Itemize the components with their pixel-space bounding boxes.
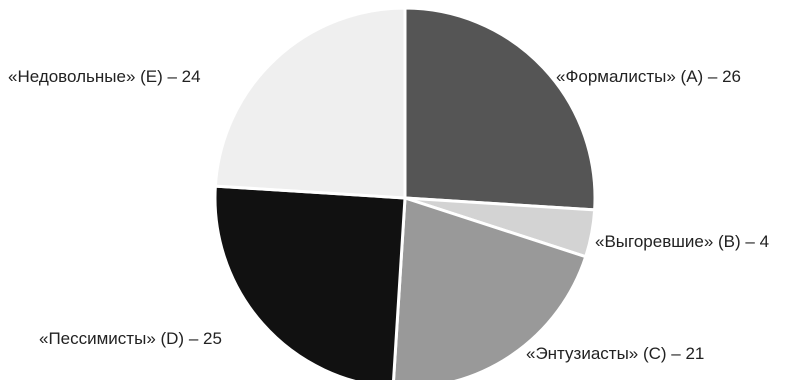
pie-slice-formalists [403,6,597,212]
slice-label-dissatisfied: «Недовольные» (E) – 24 [8,67,201,86]
slice-label-burned-out: «Выгоревшие» (В) – 4 [595,232,770,251]
pie-slice-pessimists [213,184,407,380]
slice-label-enthusiasts: «Энтузиасты» (С) – 21 [526,344,705,363]
slice-label-formalists: «Формалисты» (А) – 26 [556,67,741,86]
pie-slice-dissatisfied [213,6,407,200]
slice-label-pessimists: «Пессимисты» (D) – 25 [39,329,222,348]
pie-slice-enthusiasts [392,196,588,380]
